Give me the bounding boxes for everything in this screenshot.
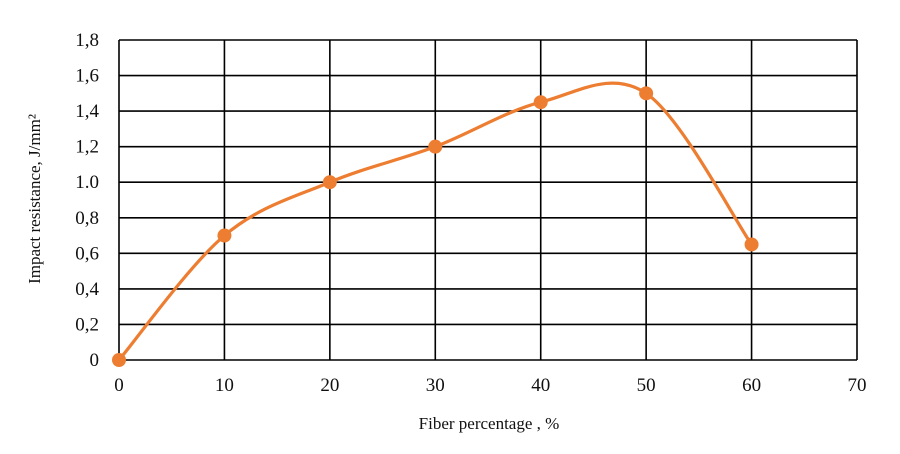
x-tick-label: 70 <box>848 375 867 396</box>
y-tick-label: 0,6 <box>75 243 99 264</box>
data-point <box>322 175 337 190</box>
y-tick-label: 0,2 <box>75 314 99 335</box>
y-tick-label: 0,4 <box>75 279 99 300</box>
y-tick-label: 1.0 <box>75 172 99 193</box>
data-point <box>533 95 548 110</box>
x-tick-label: 40 <box>531 375 550 396</box>
y-tick-label: 0,8 <box>75 208 99 229</box>
grid <box>118 39 858 361</box>
data-point <box>428 139 443 154</box>
data-point <box>217 228 232 243</box>
x-tick-label: 30 <box>426 375 445 396</box>
y-tick-label: 0 <box>90 350 100 371</box>
y-tick-label: 1,8 <box>75 30 99 51</box>
x-axis-label: Fiber percentage , % <box>419 414 560 433</box>
y-tick-label: 1,2 <box>75 137 99 158</box>
data-point <box>744 237 759 252</box>
data-point <box>112 353 126 367</box>
data-point <box>639 86 654 101</box>
y-tick-label: 1,6 <box>75 66 99 87</box>
x-tick-label: 0 <box>114 375 124 396</box>
data-series <box>112 81 759 367</box>
x-tick-label: 60 <box>742 375 761 396</box>
x-tick-label: 20 <box>320 375 339 396</box>
y-axis-label: Impact resistance, J/mm² <box>25 114 44 284</box>
x-tick-label: 10 <box>215 375 234 396</box>
y-tick-label: 1,4 <box>75 101 99 122</box>
tick-labels: 0 0,2 0,4 0,6 0,8 1.0 1,2 1,4 1,6 1,8 0 10 20 30 40 50 6… <box>75 30 866 396</box>
x-tick-label: 50 <box>637 375 656 396</box>
